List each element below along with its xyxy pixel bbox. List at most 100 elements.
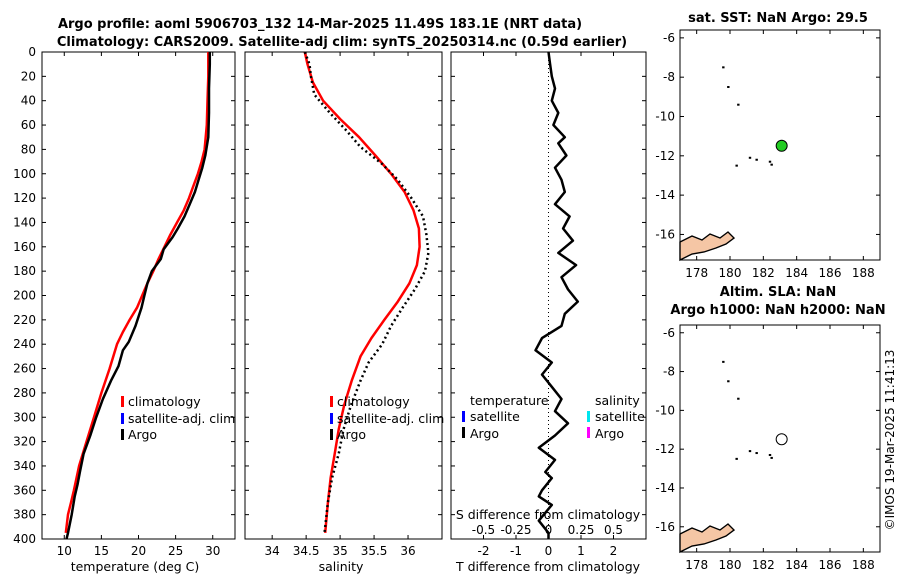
y-tick-label: 20 [21, 69, 36, 83]
map-x-tick-label: 182 [752, 558, 775, 572]
legend-argo-label: Argo [337, 427, 366, 442]
y-tick-label: 160 [13, 240, 36, 254]
island [735, 457, 738, 460]
y-tick-label: 60 [21, 118, 36, 132]
argo-position-marker [775, 433, 788, 446]
y-tick-label: 40 [21, 94, 36, 108]
map-y-tick-label: -8 [663, 70, 675, 84]
salinity-argo-line [303, 51, 430, 534]
y-tick-label: 360 [13, 483, 36, 497]
island [737, 397, 740, 400]
island [722, 66, 725, 69]
temperature-legend: climatology satellite-adj. clim Argo [121, 394, 235, 442]
legend-climatology-swatch [330, 396, 333, 407]
map-y-tick-label: -14 [655, 481, 675, 495]
x-tick-label: 36 [400, 544, 415, 558]
legend-satellite-label: satellite-adj. clim [128, 411, 235, 426]
island [727, 380, 730, 383]
map-x-tick-label: 182 [752, 266, 775, 280]
argo-position-marker [775, 139, 788, 152]
legend-temperature-header: temperature [470, 393, 549, 408]
map-sla-title-line1: Altim. SLA: NaN [720, 285, 836, 300]
map-y-tick-label: -12 [655, 442, 675, 456]
island [748, 450, 752, 453]
y-tick-label: 100 [13, 167, 36, 181]
island [768, 160, 772, 163]
sal-tick-label: 0.25 [568, 523, 595, 537]
difference-plot: -2 -1 0 1 2 -0.5 -0.25 0 0.25 0.5 [451, 51, 646, 558]
y-tick-label: 220 [13, 313, 36, 327]
temperature-xlabel: temperature (deg C) [71, 559, 200, 574]
difference-panel-frame [450, 51, 647, 540]
map-y-tick-label: -6 [663, 31, 675, 45]
map-x-tick-label: 184 [785, 266, 808, 280]
island [735, 164, 738, 167]
y-tick-label: 240 [13, 337, 36, 351]
salinity-plot: 34 34.5 35 35.5 36 [245, 51, 442, 558]
y-tick-label: 180 [13, 264, 36, 278]
map-x-tick-label: 188 [852, 266, 875, 280]
x-tick-label: 15 [94, 544, 109, 558]
legend-argo-label: Argo [128, 427, 157, 442]
map-y-tick-label: -16 [655, 520, 675, 534]
sal-tick-label: -0.5 [472, 523, 495, 537]
y-tick-label: 340 [13, 459, 36, 473]
island [737, 103, 740, 106]
legend-sal-argo-label: Argo [595, 426, 624, 441]
map-x-tick-label: 180 [719, 558, 742, 572]
island [770, 163, 773, 166]
x-tick-label: 34.5 [293, 544, 320, 558]
salinity-legend: climatology satellite-adj. clim Argo [330, 394, 444, 442]
y-tick-label: 320 [13, 435, 36, 449]
legend-satellite-swatch [330, 413, 333, 424]
legend-temp-satellite-label: satellite [470, 409, 520, 424]
salinity-panel-frame [244, 51, 443, 540]
legend-argo-swatch [121, 429, 124, 440]
map-y-tick-label: -8 [663, 365, 675, 379]
legend-climatology-label: climatology [128, 394, 201, 409]
map-x-tick-label: 188 [852, 558, 875, 572]
map-x-tick-label: 178 [685, 266, 708, 280]
map-y-tick-label: -10 [655, 109, 675, 123]
difference-legend: temperature salinity satellite Argo sate… [462, 393, 645, 441]
y-tick-label: 80 [21, 142, 36, 156]
map-y-tick-label: -10 [655, 403, 675, 417]
map-x-tick-label: 178 [685, 558, 708, 572]
salinity-climatology-line [303, 51, 421, 534]
difference-xlabel: T difference from climatology [455, 559, 641, 574]
map-y-tick-label: -6 [663, 326, 675, 340]
y-tick-label: 200 [13, 289, 36, 303]
legend-temp-satellite-swatch [462, 411, 465, 422]
legend-salinity-header: salinity [595, 393, 640, 408]
island [755, 158, 758, 161]
island [727, 86, 730, 89]
x-tick-label: 2 [610, 544, 618, 558]
x-tick-label: 20 [131, 544, 146, 558]
difference-xlabel-top: S difference from climatology [456, 507, 641, 522]
island [770, 456, 773, 459]
main-title-line2: Climatology: CARS2009. Satellite-adj cli… [57, 35, 627, 50]
x-tick-label: 35.5 [361, 544, 388, 558]
map-y-tick-label: -16 [655, 227, 675, 241]
map-sla-frame [679, 324, 881, 553]
legend-sal-satellite-label: satellite [595, 409, 645, 424]
legend-sal-argo-swatch [587, 427, 590, 438]
x-tick-label: 34 [265, 544, 280, 558]
y-tick-label: 0 [28, 45, 36, 59]
x-tick-label: 25 [168, 544, 183, 558]
temperature-argo-line [65, 52, 212, 540]
y-tick-label: 140 [13, 215, 36, 229]
sal-tick-label: 0.5 [604, 523, 623, 537]
legend-temp-argo-swatch [462, 427, 465, 438]
map-sla-plot: 178 180 182 184 186 188 -6 -8 -10 -12 -14 -16 [655, 325, 880, 572]
land-mass [679, 231, 736, 262]
legend-sal-satellite-swatch [587, 411, 590, 422]
legend-climatology-swatch [121, 396, 124, 407]
map-x-tick-label: 186 [819, 558, 842, 572]
y-tick-label: 260 [13, 362, 36, 376]
legend-satellite-label: satellite-adj. clim [337, 411, 444, 426]
y-tick-label: 280 [13, 386, 36, 400]
x-tick-label: 1 [577, 544, 585, 558]
main-title-line1: Argo profile: aoml 5906703_132 14-Mar-20… [58, 17, 582, 32]
